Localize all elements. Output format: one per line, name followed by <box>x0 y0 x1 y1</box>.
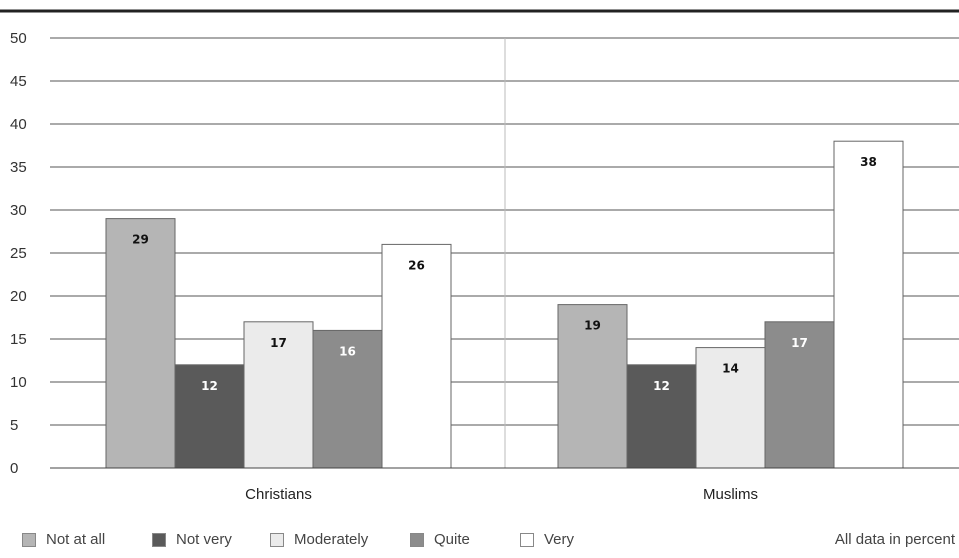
bar <box>764 321 835 469</box>
legend-swatch <box>410 532 424 547</box>
bar <box>105 218 176 469</box>
bar-value-label: 12 <box>201 379 218 393</box>
legend-swatch <box>270 532 284 547</box>
legend-label: Quite <box>434 531 470 548</box>
bar-value-label: 12 <box>653 379 670 393</box>
category-label: Christians <box>245 486 312 503</box>
legend: Not at all Not very Moderately Quite Very Al… <box>0 522 959 558</box>
x-axis-category-labels: Christians Muslims <box>245 486 758 503</box>
bar-value-label: 26 <box>408 258 425 272</box>
bar-value-label: 29 <box>132 233 149 247</box>
legend-label: Very <box>544 531 575 548</box>
legend-item: Not very <box>152 531 232 548</box>
y-tick-label: 5 <box>10 417 18 434</box>
bar <box>312 329 383 469</box>
bar-value-label: 17 <box>270 336 287 350</box>
y-tick-label: 0 <box>10 460 18 477</box>
bar-value-label: 38 <box>860 155 877 169</box>
legend-label: Not very <box>176 531 232 548</box>
legend-item: Not at all <box>22 531 105 548</box>
data-note: All data in percent <box>834 531 955 548</box>
y-tick-label: 15 <box>10 331 27 348</box>
bar <box>626 364 697 469</box>
bar-value-label: 14 <box>722 362 739 376</box>
y-tick-label: 30 <box>10 202 27 219</box>
y-tick-label: 40 <box>10 116 27 133</box>
bar-value-labels: 29 12 17 16 26 19 12 14 17 38 <box>132 155 877 393</box>
legend-label: Moderately <box>294 531 369 548</box>
bar <box>243 321 314 469</box>
y-tick-label: 20 <box>10 288 27 305</box>
y-tick-label: 25 <box>10 245 27 262</box>
bar <box>695 347 766 469</box>
legend-item: Moderately <box>270 531 368 548</box>
bar-value-label: 17 <box>791 336 808 350</box>
y-tick-label: 35 <box>10 159 27 176</box>
chart-area: 0 5 10 15 20 25 30 35 40 45 50 29 12 17 16 26 19 12 14 17 3… <box>0 9 959 503</box>
y-axis-ticks: 0 5 10 15 20 25 30 35 40 45 50 <box>10 30 27 477</box>
bar <box>381 243 452 469</box>
legend-label: Not at all <box>46 531 106 548</box>
legend-item: Very <box>520 531 574 548</box>
y-tick-label: 10 <box>10 374 27 391</box>
bars <box>105 140 904 469</box>
legend-swatch <box>152 532 166 547</box>
y-tick-label: 50 <box>10 30 27 47</box>
bar-value-label: 19 <box>584 319 601 333</box>
bar <box>174 364 245 469</box>
bar <box>833 140 904 469</box>
bar-value-label: 16 <box>339 344 356 358</box>
y-tick-label: 45 <box>10 73 27 90</box>
legend-swatch <box>22 532 36 547</box>
legend-swatch <box>520 532 534 547</box>
category-label: Muslims <box>703 486 758 503</box>
legend-item: Quite <box>410 531 470 548</box>
